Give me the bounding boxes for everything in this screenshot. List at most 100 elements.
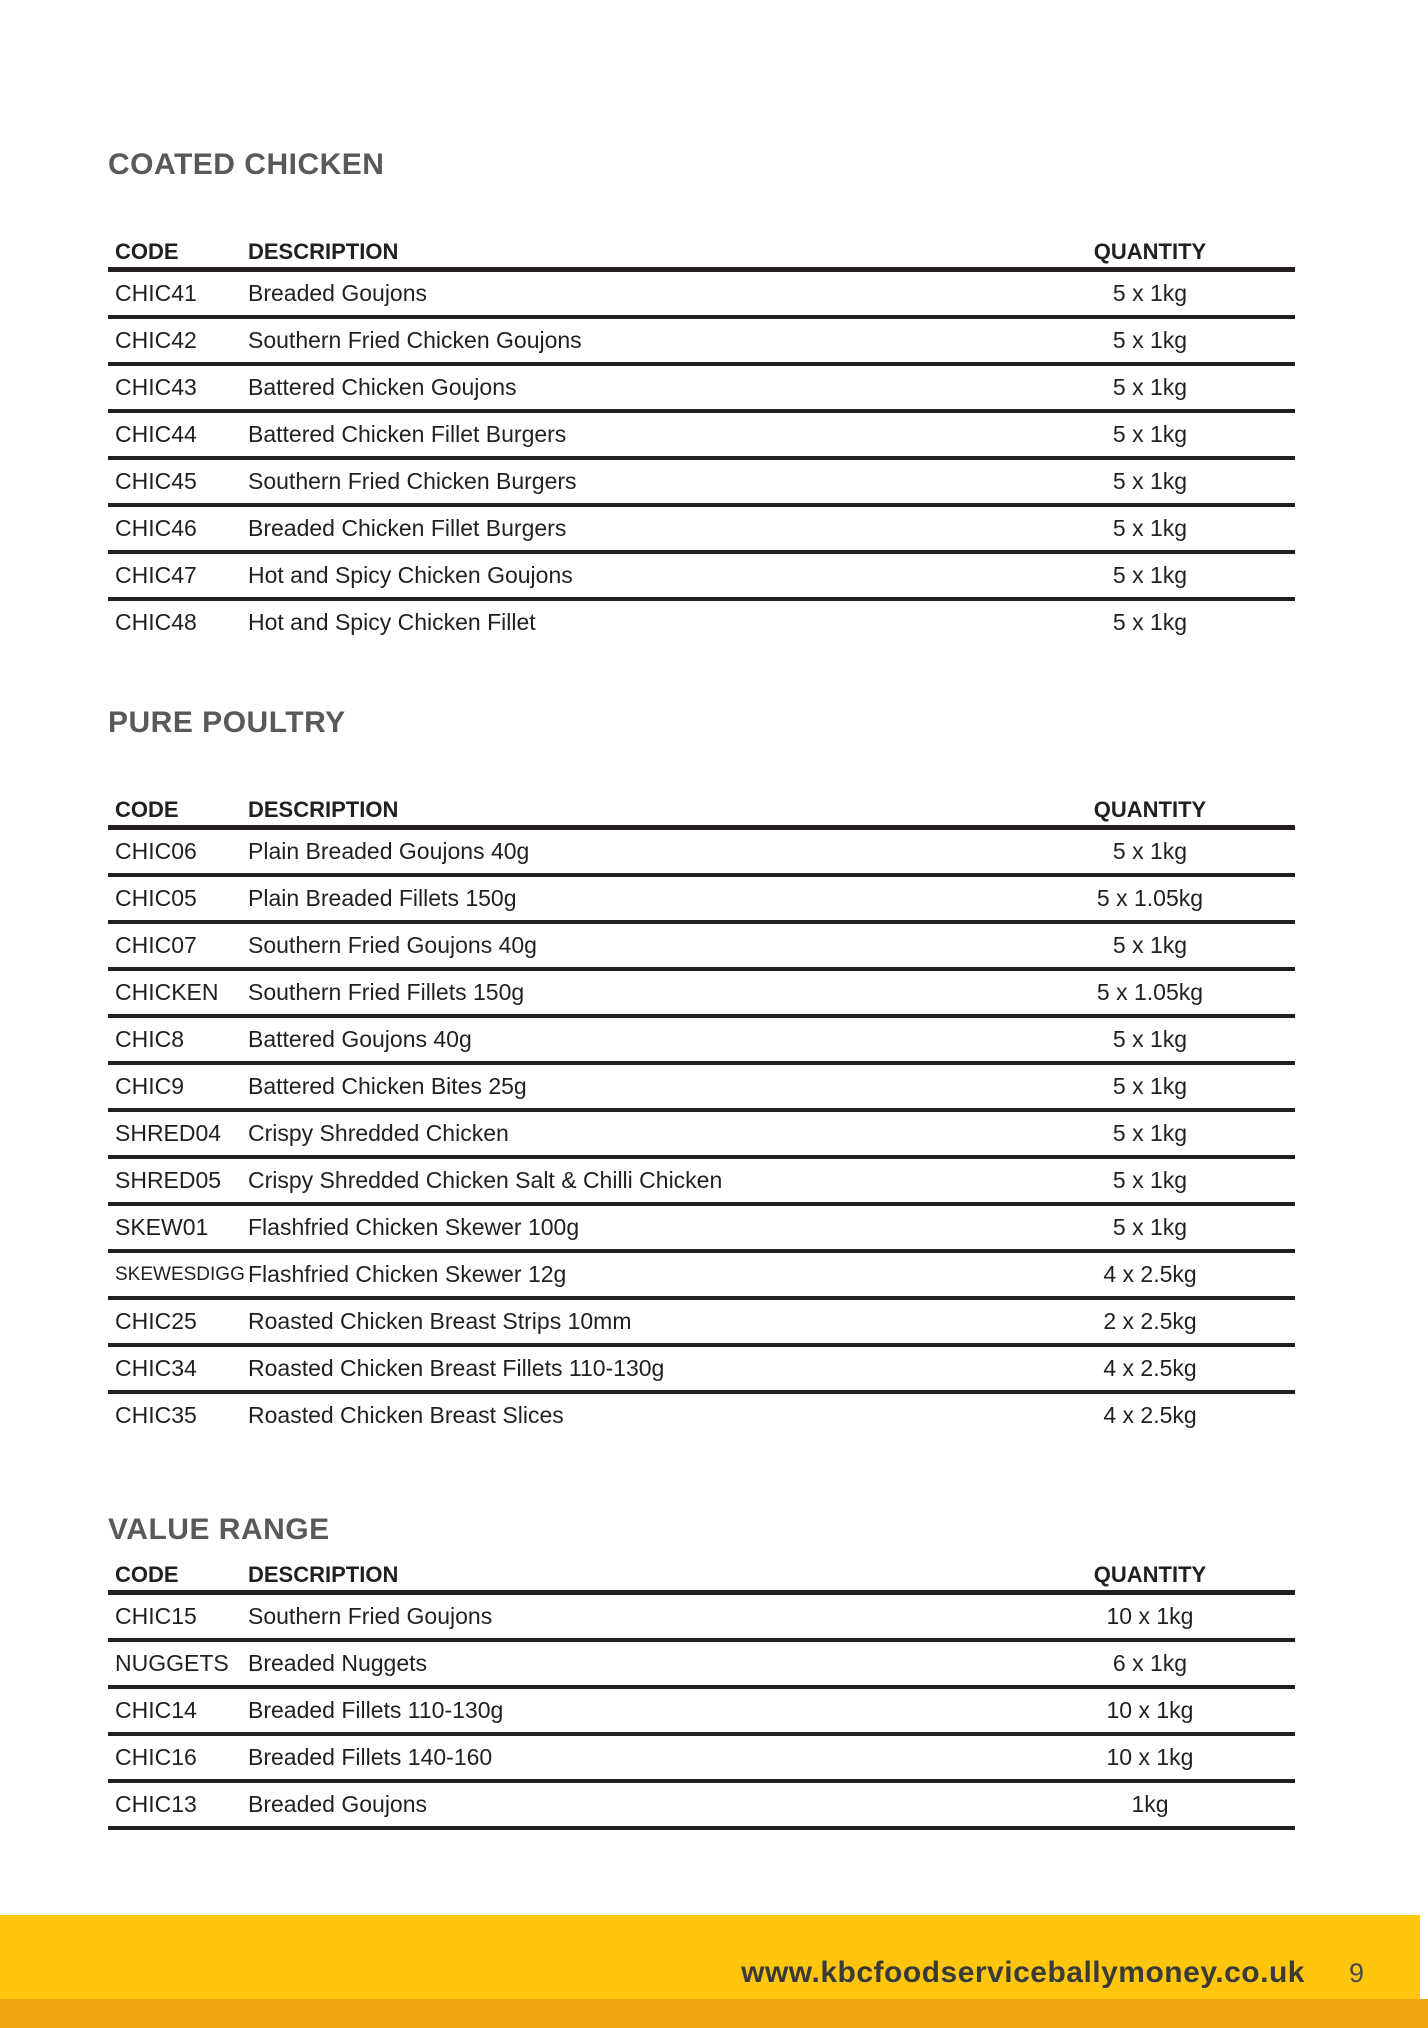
table-row: CHIC42 Southern Fried Chicken Goujons 5 …	[108, 319, 1295, 366]
row-code: CHIC35	[115, 1402, 197, 1428]
footer-accent-strip	[0, 1999, 1428, 2028]
row-quantity: 4 x 2.5kg	[1103, 1355, 1197, 1381]
column-header-description: DESCRIPTION	[248, 1562, 399, 1587]
row-code: SKEWESDIGG	[115, 1264, 245, 1285]
column-header-code: CODE	[115, 239, 179, 264]
row-quantity: 2 x 2.5kg	[1103, 1308, 1197, 1334]
row-description: Breaded Chicken Fillet Burgers	[248, 515, 567, 541]
row-description: Breaded Goujons	[248, 280, 428, 306]
row-description: Battered Chicken Goujons	[248, 374, 517, 400]
table-rows: CHIC06 Plain Breaded Goujons 40g 5 x 1kg…	[108, 830, 1295, 1437]
column-header-quantity: QUANTITY	[1093, 239, 1207, 264]
row-code: CHIC14	[115, 1697, 197, 1723]
row-quantity: 10 x 1kg	[1106, 1744, 1194, 1770]
row-code: CHIC05	[115, 885, 197, 911]
section-title: VALUE RANGE	[108, 1513, 330, 1546]
column-header-code: CODE	[115, 1562, 179, 1587]
row-code: CHIC47	[115, 562, 197, 588]
row-quantity: 1kg	[1131, 1791, 1169, 1817]
column-header-quantity: QUANTITY	[1093, 797, 1207, 822]
row-description: Battered Chicken Bites 25g	[248, 1073, 527, 1099]
table-header-row: CODE DESCRIPTION QUANTITY	[108, 238, 1295, 272]
product-section: VALUE RANGE CODE DESCRIPTION QUANTITY CH…	[108, 1515, 1295, 1830]
row-code: CHICKEN	[115, 979, 219, 1005]
row-quantity: 5 x 1kg	[1112, 609, 1188, 635]
row-quantity: 5 x 1kg	[1112, 1214, 1188, 1240]
section-title: COATED CHICKEN	[108, 148, 385, 181]
row-code: CHIC07	[115, 932, 197, 958]
row-code: CHIC25	[115, 1308, 197, 1334]
row-code: SHRED05	[115, 1167, 222, 1193]
table-row: CHIC44 Battered Chicken Fillet Burgers 5…	[108, 413, 1295, 460]
row-quantity: 4 x 2.5kg	[1103, 1402, 1197, 1428]
row-code: CHIC15	[115, 1603, 197, 1629]
row-code: CHIC9	[115, 1073, 185, 1099]
table-row: CHICKEN Southern Fried Fillets 150g 5 x …	[108, 971, 1295, 1018]
table-row: CHIC41 Breaded Goujons 5 x 1kg	[108, 272, 1295, 319]
row-quantity: 5 x 1kg	[1112, 1073, 1188, 1099]
table-header-row: CODE DESCRIPTION QUANTITY	[108, 1561, 1295, 1595]
column-header-description: DESCRIPTION	[248, 797, 399, 822]
row-quantity: 5 x 1kg	[1112, 838, 1188, 864]
table-row: CHIC15 Southern Fried Goujons 10 x 1kg	[108, 1595, 1295, 1642]
footer-url: www.kbcfoodserviceballymoney.co.uk	[741, 1956, 1305, 1989]
row-description: Breaded Nuggets	[248, 1650, 428, 1676]
row-quantity: 5 x 1kg	[1112, 327, 1188, 353]
table-row: NUGGETS Breaded Nuggets 6 x 1kg	[108, 1642, 1295, 1689]
table-header-row: CODE DESCRIPTION QUANTITY	[108, 796, 1295, 830]
table-row: CHIC13 Breaded Goujons 1kg	[108, 1783, 1295, 1830]
row-description: Southern Fried Chicken Burgers	[248, 468, 577, 494]
row-description: Plain Breaded Fillets 150g	[248, 885, 517, 911]
row-description: Crispy Shredded Chicken Salt & Chilli Ch…	[248, 1167, 723, 1193]
row-description: Roasted Chicken Breast Slices	[248, 1402, 564, 1428]
row-code: CHIC34	[115, 1355, 197, 1381]
row-code: CHIC8	[115, 1026, 185, 1052]
table-row: CHIC05 Plain Breaded Fillets 150g 5 x 1.…	[108, 877, 1295, 924]
sections: COATED CHICKEN CODE DESCRIPTION QUANTITY…	[108, 0, 1295, 1830]
row-code: NUGGETS	[115, 1650, 229, 1676]
table-row: CHIC45 Southern Fried Chicken Burgers 5 …	[108, 460, 1295, 507]
table-row: CHIC46 Breaded Chicken Fillet Burgers 5 …	[108, 507, 1295, 554]
product-section: PURE POULTRY CODE DESCRIPTION QUANTITY C…	[108, 708, 1295, 1437]
row-quantity: 5 x 1kg	[1112, 1120, 1188, 1146]
row-quantity: 5 x 1kg	[1112, 515, 1188, 541]
table-row: SKEW01 Flashfried Chicken Skewer 100g 5 …	[108, 1206, 1295, 1253]
row-quantity: 6 x 1kg	[1112, 1650, 1188, 1676]
row-quantity: 5 x 1.05kg	[1096, 979, 1204, 1005]
row-code: CHIC45	[115, 468, 197, 494]
row-description: Southern Fried Goujons	[248, 1603, 493, 1629]
row-description: Battered Goujons 40g	[248, 1026, 472, 1052]
row-quantity: 5 x 1kg	[1112, 468, 1188, 494]
table-row: CHIC16 Breaded Fillets 140-160 10 x 1kg	[108, 1736, 1295, 1783]
table-row: SKEWESDIGG Flashfried Chicken Skewer 12g…	[108, 1253, 1295, 1300]
table-row: CHIC8 Battered Goujons 40g 5 x 1kg	[108, 1018, 1295, 1065]
row-description: Southern Fried Chicken Goujons	[248, 327, 582, 353]
column-header-code: CODE	[115, 797, 179, 822]
table-rows: CHIC15 Southern Fried Goujons 10 x 1kg N…	[108, 1595, 1295, 1830]
row-quantity: 5 x 1kg	[1112, 932, 1188, 958]
row-code: CHIC42	[115, 327, 197, 353]
row-code: SKEW01	[115, 1214, 209, 1240]
row-code: CHIC16	[115, 1744, 197, 1770]
table-row: CHIC14 Breaded Fillets 110-130g 10 x 1kg	[108, 1689, 1295, 1736]
row-description: Breaded Fillets 140-160	[248, 1744, 493, 1770]
row-code: CHIC44	[115, 421, 197, 447]
table-row: CHIC48 Hot and Spicy Chicken Fillet 5 x …	[108, 601, 1295, 644]
row-description: Southern Fried Fillets 150g	[248, 979, 525, 1005]
row-description: Southern Fried Goujons 40g	[248, 932, 537, 958]
row-description: Crispy Shredded Chicken	[248, 1120, 509, 1146]
row-description: Flashfried Chicken Skewer 100g	[248, 1214, 580, 1240]
table-rows: CHIC41 Breaded Goujons 5 x 1kg CHIC42 So…	[108, 272, 1295, 644]
row-description: Roasted Chicken Breast Fillets 110-130g	[248, 1355, 665, 1381]
row-description: Battered Chicken Fillet Burgers	[248, 421, 567, 447]
row-description: Flashfried Chicken Skewer 12g	[248, 1261, 567, 1287]
table-row: CHIC06 Plain Breaded Goujons 40g 5 x 1kg	[108, 830, 1295, 877]
table-row: CHIC34 Roasted Chicken Breast Fillets 11…	[108, 1347, 1295, 1394]
row-description: Hot and Spicy Chicken Goujons	[248, 562, 573, 588]
row-quantity: 5 x 1kg	[1112, 421, 1188, 447]
row-quantity: 4 x 2.5kg	[1103, 1261, 1197, 1287]
row-description: Roasted Chicken Breast Strips 10mm	[248, 1308, 632, 1334]
row-quantity: 5 x 1kg	[1112, 1167, 1188, 1193]
row-quantity: 10 x 1kg	[1106, 1697, 1194, 1723]
